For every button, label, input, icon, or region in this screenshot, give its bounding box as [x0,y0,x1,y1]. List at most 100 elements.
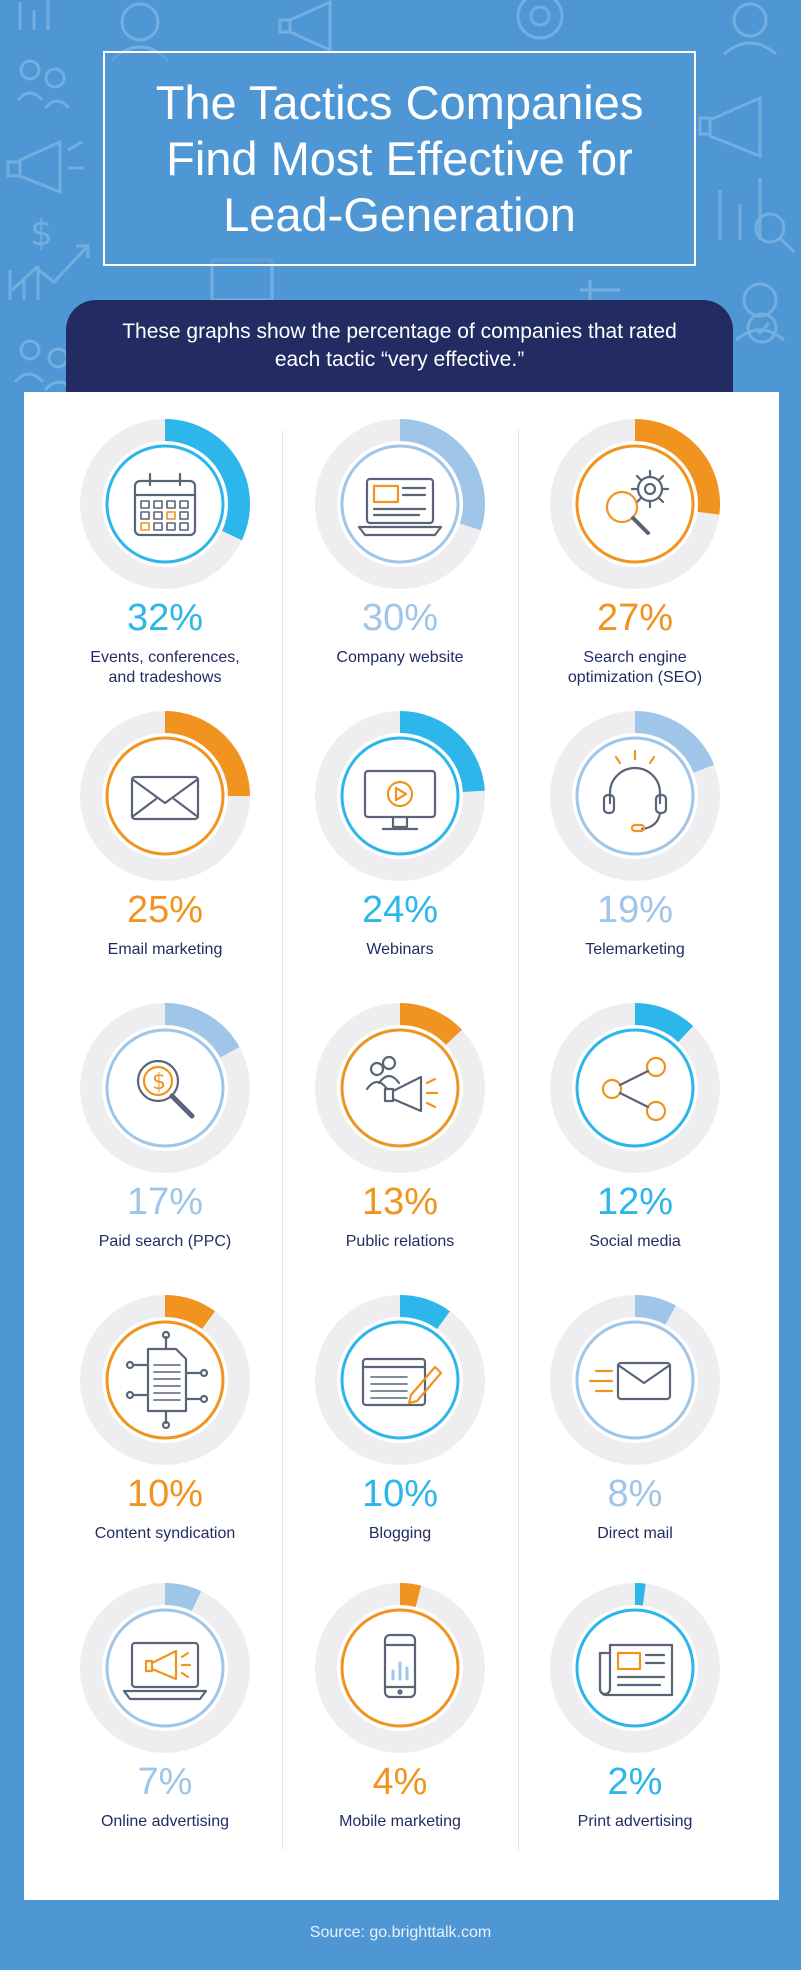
donut-value-arc [399,419,485,531]
tactic-label: Email marketing [107,941,223,958]
donut-chart-item: 4% Mobile marketing [283,1556,517,1846]
donut-chart-item: 19% Telemarketing [518,684,752,974]
donut-value-arc [399,711,485,793]
donut-ring [315,419,485,589]
headset-icon [602,749,668,833]
donut-ring [80,1583,250,1753]
percentage-value: 10% [126,1473,204,1515]
tactic-label: Company website [336,649,464,666]
donut-chart-item: 12% Social media [518,976,752,1266]
donut-ring [80,1295,250,1465]
donut-chart-item: 25% Email marketing [48,684,282,974]
donut-chart-item: 30% Company website [283,392,517,682]
tactic-label: Paid search (PPC) [98,1233,232,1250]
donut-ring [80,419,250,589]
donut-ring [550,1003,720,1173]
laptop-megaphone-icon [122,1641,208,1701]
donut-ring [80,711,250,881]
document-network-icon [125,1330,209,1430]
donut-ring [315,1003,485,1173]
donut-ring [550,1295,720,1465]
donut-value-arc [399,1003,462,1046]
laptop-icon [357,477,443,537]
donut-value-arc [634,1295,676,1325]
donut-chart-item: 2% Print advertising [518,1556,752,1846]
donut-ring [550,419,720,589]
tactic-label: Social media [589,1233,681,1250]
donut-chart-item: $17% Paid search (PPC) [48,976,282,1266]
column-divider [282,430,283,1850]
donut-value-arc [634,1583,646,1606]
donut-inner-circle [340,444,460,564]
donut-value-arc [164,711,250,797]
donut-inner-circle [575,444,695,564]
svg-text:$: $ [152,1070,166,1095]
donut-value-arc [164,1295,215,1330]
dollar-magnifier-icon: $ [136,1059,195,1119]
page-title: The Tactics Companies Find Most Effectiv… [155,75,644,241]
percentage-value: 17% [126,1181,204,1223]
tactic-label: Search engine optimization (SEO) [567,649,703,686]
percentage-value: 4% [372,1761,428,1803]
donut-inner-circle [575,1320,695,1440]
percentage-value: 19% [596,889,674,931]
donut-ring [550,711,720,881]
background-icon-pattern: $ [6,0,796,392]
percentage-value: 10% [361,1473,439,1515]
seo-gear-magnifier-icon [605,469,670,535]
donut-chart-item: 27% Search engine optimization (SEO) [518,392,752,686]
donut-value-arc [164,1583,202,1612]
donut-value-arc [634,419,720,515]
newspaper-icon [598,1643,674,1697]
percentage-value: 30% [361,597,439,639]
percentage-value: 25% [126,889,204,931]
donut-inner-circle [575,1028,695,1148]
donut-chart-item: 10% Blogging [283,1268,517,1558]
smartphone-chart-icon [383,1633,417,1699]
donut-ring [550,1583,720,1753]
donut-inner-circle [105,736,225,856]
column-divider [518,430,519,1850]
donut-ring [315,1295,485,1465]
title-box: The Tactics Companies Find Most Effectiv… [103,51,696,266]
percentage-value: 8% [607,1473,663,1515]
donut-chart-item: 10% Content syndication [48,1268,282,1558]
donut-value-arc [634,711,715,774]
donut-chart-item: 32% Events, conferences, and tradeshows [48,392,282,686]
envelope-icon [130,775,200,821]
tactic-label: Print advertising [577,1813,693,1830]
donut-value-arc [164,1003,240,1059]
calendar-icon [133,472,197,537]
donut-ring: $ [80,1003,250,1173]
donut-inner-circle [340,736,460,856]
donut-ring [315,711,485,881]
blog-pencil-icon [361,1357,443,1407]
donut-inner-circle [105,1608,225,1728]
tactic-label: Online advertising [100,1813,230,1830]
donut-inner-circle [105,1320,225,1440]
percentage-value: 12% [596,1181,674,1223]
donut-value-arc [634,1003,694,1043]
percentage-value: 7% [137,1761,193,1803]
tactic-label: Public relations [345,1233,455,1250]
share-icon [601,1056,667,1122]
donut-chart-item: 8% Direct mail [518,1268,752,1558]
subtitle-banner: These graphs show the percentage of comp… [66,300,733,392]
monitor-play-icon [363,769,437,831]
donut-chart-item: 24% Webinars [283,684,517,974]
percentage-value: 32% [126,597,204,639]
tactic-label: Events, conferences, and tradeshows [90,649,240,686]
percentage-value: 24% [361,889,439,931]
tactic-label: Webinars [366,941,434,958]
tactic-label: Blogging [368,1525,432,1542]
megaphone-people-icon [365,1055,439,1113]
tactic-label: Content syndication [94,1525,236,1542]
donut-inner-circle [575,736,695,856]
percentage-value: 27% [596,597,674,639]
donut-inner-circle [105,444,225,564]
svg-text:$: $ [30,213,53,254]
percentage-value: 2% [607,1761,663,1803]
subtitle-text: These graphs show the percentage of comp… [122,320,677,371]
tactic-label: Direct mail [597,1525,673,1542]
chart-panel: 32% Events, conferences, and tradeshows 30… [24,392,779,1900]
